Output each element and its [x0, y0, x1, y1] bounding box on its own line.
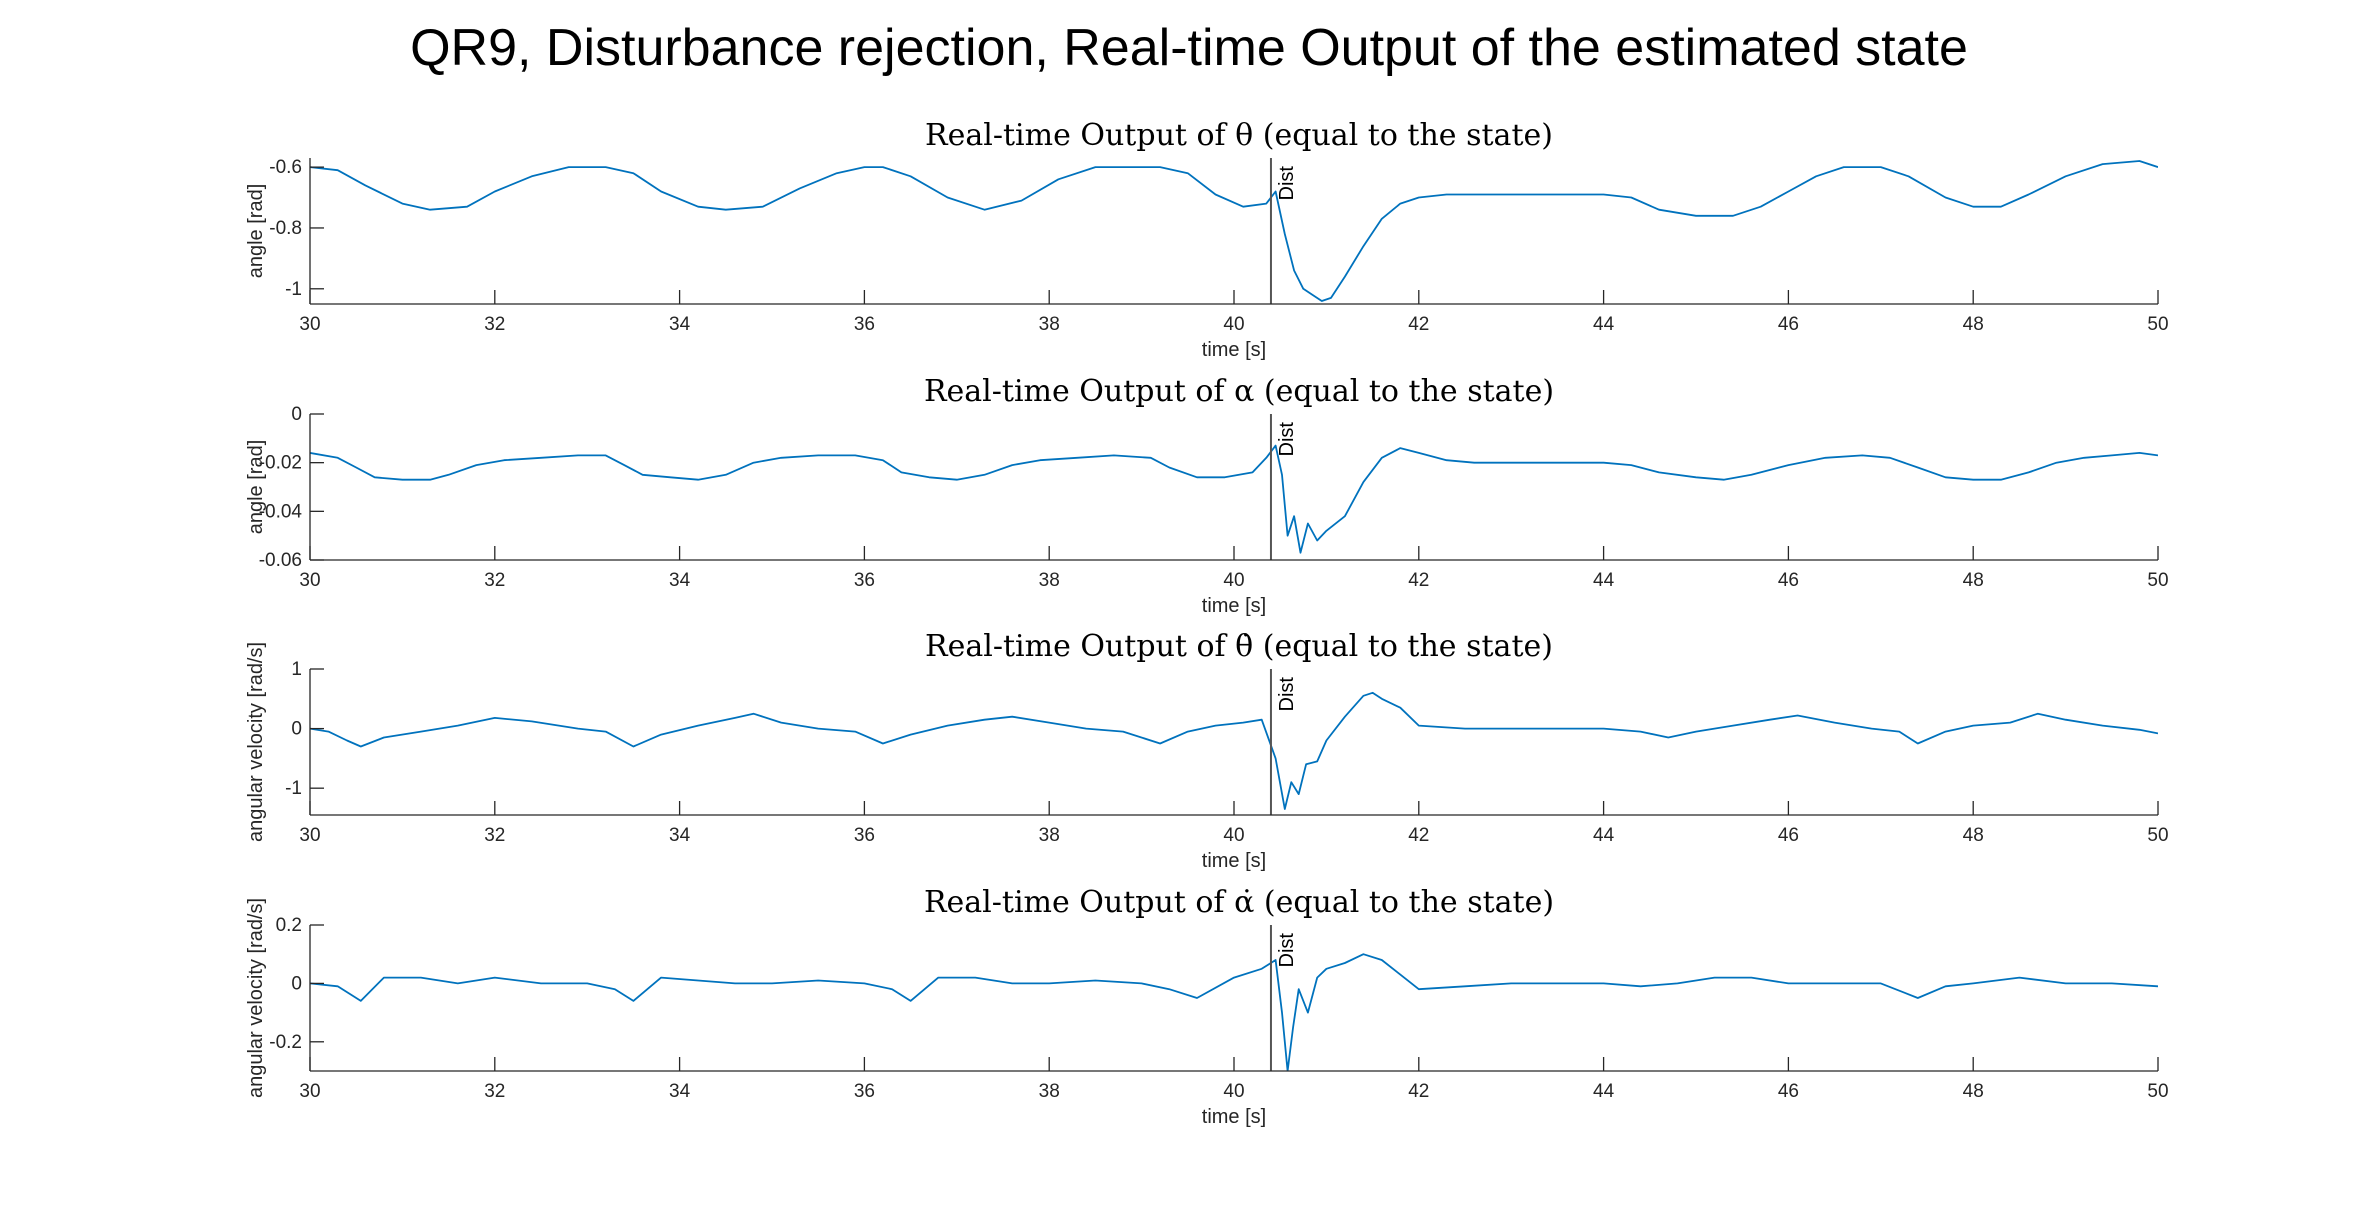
- y-tick-label: -0.2: [269, 1032, 302, 1053]
- data-line: [310, 160, 2158, 302]
- y-tick-label: -0.04: [259, 501, 303, 522]
- subplot-2: Dist 30 32 34 36 38 40 42 44 46 48 50 -0.06 -0.04 -0.0…: [245, 374, 2169, 617]
- y-tick-label: 1: [291, 659, 302, 680]
- subplot-1: Dist 30 32 34 36 38 40 42 44 46 48 50 -1 -0.8 -0.6 time…: [245, 118, 2169, 361]
- x-tick-label: 32: [484, 1081, 505, 1102]
- x-tick-label: 40: [1223, 314, 1244, 335]
- x-tick-label: 44: [1593, 825, 1615, 846]
- x-tick-label: 44: [1593, 570, 1615, 591]
- y-tick-label: -0.6: [269, 157, 302, 178]
- x-tick-label: 34: [669, 314, 691, 335]
- x-tick-label: 44: [1593, 1081, 1615, 1102]
- disturbance-label: Dist: [1276, 933, 1298, 968]
- x-tick-label: 50: [2147, 570, 2168, 591]
- x-tick-label: 38: [1039, 1081, 1060, 1102]
- y-axis-label: angular velocity [rad/s]: [245, 642, 267, 842]
- x-tick-label: 46: [1778, 570, 1799, 591]
- x-tick-label: 46: [1778, 314, 1799, 335]
- x-tick-label: 40: [1223, 1081, 1244, 1102]
- x-tick-label: 40: [1223, 570, 1244, 591]
- subplot-title: Real-time Output of θ (equal to the stat…: [925, 118, 1553, 153]
- disturbance-label: Dist: [1276, 166, 1298, 201]
- y-tick-label: -0.06: [259, 550, 302, 571]
- y-tick-label: 0.2: [276, 915, 302, 936]
- y-axis-label: angle [rad]: [245, 184, 267, 279]
- disturbance-label: Dist: [1276, 422, 1298, 457]
- subplot-title: Real-time Output of α (equal to the stat…: [924, 374, 1554, 409]
- x-tick-label: 48: [1963, 314, 1984, 335]
- figure-title: QR9, Disturbance rejection, Real-time Ou…: [410, 19, 1968, 77]
- x-tick-label: 42: [1408, 1081, 1429, 1102]
- x-tick-label: 48: [1963, 825, 1984, 846]
- x-tick-label: 30: [299, 314, 320, 335]
- x-tick-label: 36: [854, 1081, 875, 1102]
- y-tick-label: -0.8: [269, 218, 302, 239]
- y-tick-label: -0.02: [259, 453, 302, 474]
- x-tick-label: 42: [1408, 570, 1429, 591]
- y-axis-label: angular velocity [rad/s]: [245, 898, 267, 1098]
- x-tick-label: 36: [854, 314, 875, 335]
- y-axis-label: angle [rad]: [245, 440, 267, 535]
- x-tick-label: 34: [669, 570, 691, 591]
- x-tick-label: 32: [484, 314, 505, 335]
- x-tick-label: 34: [669, 1081, 691, 1102]
- disturbance-label: Dist: [1276, 677, 1298, 712]
- x-tick-label: 46: [1778, 825, 1799, 846]
- y-tick-label: 0: [291, 973, 302, 994]
- x-tick-label: 46: [1778, 1081, 1799, 1102]
- x-axis-label: time [s]: [1202, 1106, 1266, 1128]
- data-line: [310, 444, 2158, 554]
- x-tick-label: 42: [1408, 314, 1429, 335]
- x-tick-label: 48: [1963, 1081, 1984, 1102]
- subplot-title: Real-time Output of α̇ (equal to the sta…: [924, 885, 1554, 920]
- x-axis-label: time [s]: [1202, 850, 1266, 872]
- x-tick-label: 38: [1039, 825, 1060, 846]
- x-tick-label: 36: [854, 570, 875, 591]
- subplots: Dist 30 32 34 36 38 40 42 44 46 48 50 -1 -0.8 -0.6 time…: [245, 118, 2169, 1128]
- x-tick-label: 50: [2147, 1081, 2168, 1102]
- x-tick-label: 30: [299, 825, 320, 846]
- x-tick-label: 32: [484, 825, 505, 846]
- y-tick-label: 0: [291, 719, 302, 740]
- x-tick-label: 44: [1593, 314, 1615, 335]
- y-tick-label: -1: [285, 778, 302, 799]
- data-line: [310, 953, 2158, 1071]
- y-tick-label: 0: [291, 404, 302, 425]
- x-tick-label: 42: [1408, 825, 1429, 846]
- x-tick-label: 32: [484, 570, 505, 591]
- y-tick-label: -1: [285, 279, 302, 300]
- x-tick-label: 30: [299, 570, 320, 591]
- x-tick-label: 48: [1963, 570, 1984, 591]
- x-tick-label: 38: [1039, 570, 1060, 591]
- data-line: [310, 691, 2158, 810]
- x-tick-label: 38: [1039, 314, 1060, 335]
- subplot-title: Real-time Output of θ̇ (equal to the sta…: [925, 629, 1553, 664]
- x-tick-label: 34: [669, 825, 691, 846]
- x-tick-label: 50: [2147, 825, 2168, 846]
- x-tick-label: 30: [299, 1081, 320, 1102]
- x-tick-label: 40: [1223, 825, 1244, 846]
- x-tick-label: 36: [854, 825, 875, 846]
- x-axis-label: time [s]: [1202, 339, 1266, 361]
- subplot-3: Dist 30 32 34 36 38 40 42 44 46 48 50 -1 0 1 time [s] an…: [245, 629, 2169, 872]
- x-axis-label: time [s]: [1202, 595, 1266, 617]
- x-tick-label: 50: [2147, 314, 2168, 335]
- subplot-4: Dist 30 32 34 36 38 40 42 44 46 48 50 -0.2 0 0.2 time […: [245, 885, 2169, 1128]
